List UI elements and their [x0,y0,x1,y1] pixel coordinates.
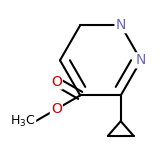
Text: O: O [51,75,62,89]
Text: N: N [116,18,126,32]
Text: O: O [51,102,62,116]
Text: N: N [136,53,146,67]
Text: H$_3$C: H$_3$C [10,114,36,129]
